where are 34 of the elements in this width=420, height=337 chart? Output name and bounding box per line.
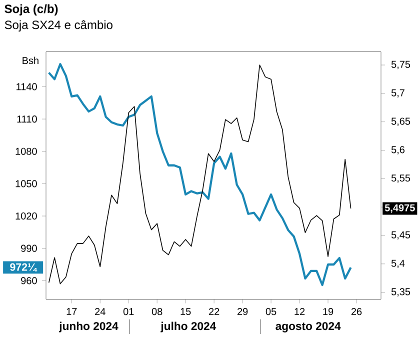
y-axis-title: Bsh [22,56,38,64]
chart-subtitle: Soja SX24 e câmbio [4,20,112,32]
y2-tick-label: 5,4 [391,260,405,268]
x-tick-label: 15 [180,308,191,316]
x-tick-label: 24 [95,308,106,316]
text: junho 2024 [58,322,118,332]
x-tick-label: 17 [66,308,77,315]
x-tick-label: 29 [238,308,248,316]
y2-tick-label: 5,6 [391,146,405,154]
text: agosto 2024 [276,322,341,332]
text: 5,4975 [384,204,415,213]
y-tick-label: 960 [21,277,37,284]
x-tick-label: 01 [123,308,134,316]
y-tick-label: 1020 [16,212,37,220]
y-tick-label: 1140 [16,83,37,90]
x-tick-label: 12 [294,308,305,316]
y-tick-label: 1110 [17,116,37,123]
y-tick-label: 990 [21,244,37,252]
y2-tick-label: 5,75 [391,61,410,70]
x-tick-label: 19 [323,308,334,316]
y2-tick-label: 5,7 [391,89,404,98]
y2-tick-label: 5,55 [391,174,410,183]
x-tick-label: 22 [209,308,220,316]
x-tick-label: 26 [351,308,362,316]
y-tick-label: 1080 [16,148,37,156]
text: julho 2024 [160,322,216,332]
y2-tick-label: 5,65 [391,118,410,126]
x-tick-label: 05 [266,308,276,316]
y2-tick-label: 5,45 [391,231,410,240]
y2-tick-label: 5,35 [391,288,410,297]
chart-title: Soja (c/b) [4,4,58,16]
text: 972¼ [10,263,38,272]
x-tick-label: 08 [152,308,162,316]
y-tick-label: 1050 [16,180,37,188]
